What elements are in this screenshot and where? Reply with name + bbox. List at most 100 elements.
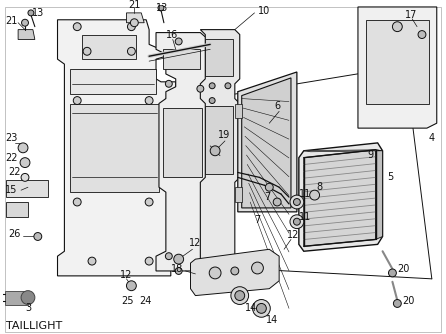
Circle shape	[165, 253, 172, 260]
Text: 16: 16	[166, 29, 178, 39]
Polygon shape	[163, 49, 200, 69]
Circle shape	[175, 268, 182, 275]
Circle shape	[73, 198, 81, 206]
Polygon shape	[235, 187, 242, 202]
Circle shape	[73, 97, 81, 105]
Circle shape	[256, 304, 266, 313]
Circle shape	[165, 80, 172, 87]
Polygon shape	[5, 291, 28, 305]
Circle shape	[209, 267, 221, 279]
Polygon shape	[376, 150, 383, 239]
Text: 8: 8	[317, 182, 323, 192]
Text: 18: 18	[171, 264, 183, 274]
Circle shape	[28, 10, 34, 16]
Text: 13: 13	[32, 8, 44, 18]
Text: 11: 11	[299, 212, 311, 222]
Text: 12: 12	[120, 270, 132, 280]
Circle shape	[231, 287, 248, 305]
Circle shape	[293, 218, 300, 225]
Text: 19: 19	[218, 130, 230, 140]
Text: 21: 21	[5, 16, 18, 26]
Circle shape	[145, 97, 153, 105]
Circle shape	[127, 281, 136, 291]
Circle shape	[293, 198, 300, 205]
Text: 7: 7	[264, 192, 271, 202]
Polygon shape	[238, 72, 297, 212]
Polygon shape	[235, 104, 242, 118]
Circle shape	[34, 232, 42, 240]
Circle shape	[18, 143, 28, 153]
Polygon shape	[242, 78, 291, 208]
Polygon shape	[70, 104, 159, 192]
Text: 26: 26	[8, 228, 21, 238]
Polygon shape	[163, 109, 202, 177]
Circle shape	[128, 47, 135, 55]
Circle shape	[252, 300, 270, 317]
Polygon shape	[200, 30, 240, 266]
Text: 11: 11	[299, 189, 311, 199]
Circle shape	[21, 19, 29, 26]
Circle shape	[252, 262, 264, 274]
Text: 9: 9	[368, 150, 374, 160]
Text: 20: 20	[397, 264, 410, 274]
Circle shape	[158, 5, 164, 11]
Circle shape	[310, 190, 319, 200]
Text: 20: 20	[402, 296, 415, 306]
Polygon shape	[358, 7, 437, 128]
Circle shape	[290, 195, 304, 209]
Text: 5: 5	[388, 172, 394, 182]
Text: 14: 14	[266, 315, 279, 325]
Circle shape	[225, 83, 231, 89]
Circle shape	[73, 23, 81, 31]
Circle shape	[209, 98, 215, 104]
Text: 10: 10	[257, 6, 270, 16]
Circle shape	[130, 19, 138, 27]
Text: 14: 14	[245, 303, 257, 313]
Circle shape	[174, 254, 184, 264]
Polygon shape	[6, 202, 28, 217]
Polygon shape	[58, 20, 176, 276]
Circle shape	[21, 291, 35, 305]
Polygon shape	[366, 20, 429, 104]
Text: 22: 22	[5, 153, 18, 163]
Text: 13: 13	[156, 3, 168, 13]
Circle shape	[290, 215, 304, 228]
Circle shape	[197, 85, 204, 92]
Circle shape	[388, 269, 396, 277]
Circle shape	[393, 300, 401, 307]
Circle shape	[392, 22, 402, 32]
Circle shape	[21, 173, 29, 181]
Circle shape	[20, 158, 30, 168]
Circle shape	[210, 146, 220, 156]
Text: 25: 25	[122, 296, 134, 306]
Circle shape	[145, 198, 153, 206]
Circle shape	[83, 47, 91, 55]
Text: 24: 24	[139, 296, 152, 306]
Polygon shape	[299, 143, 383, 251]
Text: 7: 7	[255, 215, 261, 225]
Polygon shape	[304, 150, 383, 152]
Text: 23: 23	[5, 133, 18, 143]
Text: 12: 12	[287, 229, 299, 239]
Polygon shape	[205, 39, 233, 76]
Text: 3: 3	[25, 303, 31, 313]
Circle shape	[88, 257, 96, 265]
Circle shape	[209, 83, 215, 89]
Circle shape	[231, 267, 239, 275]
Text: 6: 6	[274, 102, 281, 112]
Polygon shape	[205, 107, 233, 174]
Polygon shape	[190, 249, 279, 296]
Polygon shape	[18, 30, 35, 39]
Circle shape	[128, 23, 135, 31]
Text: 12: 12	[189, 238, 201, 248]
Polygon shape	[156, 33, 215, 271]
Text: 15: 15	[5, 185, 18, 195]
Text: 21: 21	[128, 0, 141, 10]
Circle shape	[265, 183, 273, 191]
Polygon shape	[70, 69, 156, 94]
Circle shape	[273, 198, 281, 206]
Circle shape	[235, 291, 245, 301]
Polygon shape	[82, 34, 136, 59]
Polygon shape	[6, 180, 48, 197]
Text: 4: 4	[429, 133, 435, 143]
